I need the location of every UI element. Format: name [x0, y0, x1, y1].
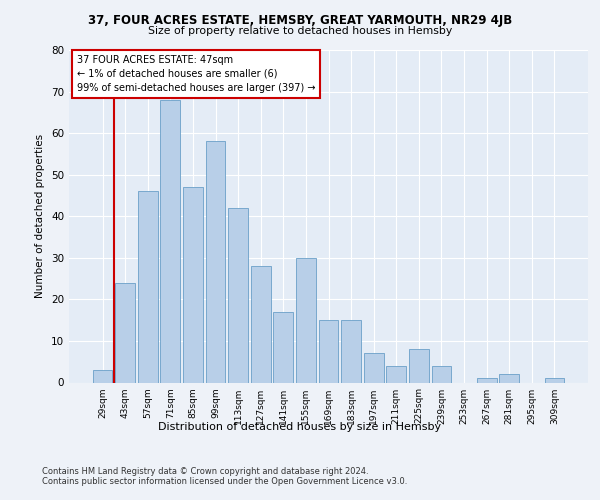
Text: 37 FOUR ACRES ESTATE: 47sqm
← 1% of detached houses are smaller (6)
99% of semi-: 37 FOUR ACRES ESTATE: 47sqm ← 1% of deta… — [77, 55, 315, 93]
Bar — [409, 349, 429, 382]
Bar — [431, 366, 451, 382]
Bar — [206, 142, 226, 382]
Text: Size of property relative to detached houses in Hemsby: Size of property relative to detached ho… — [148, 26, 452, 36]
Text: Contains HM Land Registry data © Crown copyright and database right 2024.: Contains HM Land Registry data © Crown c… — [42, 468, 368, 476]
Bar — [92, 370, 112, 382]
Bar — [274, 312, 293, 382]
Bar — [499, 374, 519, 382]
Bar — [341, 320, 361, 382]
Bar — [138, 192, 158, 382]
Bar — [115, 283, 135, 382]
Bar — [477, 378, 497, 382]
Bar — [296, 258, 316, 382]
Bar — [386, 366, 406, 382]
Bar — [364, 354, 383, 382]
Text: Distribution of detached houses by size in Hemsby: Distribution of detached houses by size … — [158, 422, 442, 432]
Bar — [160, 100, 180, 382]
Bar — [319, 320, 338, 382]
Bar — [183, 187, 203, 382]
Bar — [228, 208, 248, 382]
Text: Contains public sector information licensed under the Open Government Licence v3: Contains public sector information licen… — [42, 478, 407, 486]
Text: 37, FOUR ACRES ESTATE, HEMSBY, GREAT YARMOUTH, NR29 4JB: 37, FOUR ACRES ESTATE, HEMSBY, GREAT YAR… — [88, 14, 512, 27]
Bar — [545, 378, 565, 382]
Y-axis label: Number of detached properties: Number of detached properties — [35, 134, 46, 298]
Bar — [251, 266, 271, 382]
